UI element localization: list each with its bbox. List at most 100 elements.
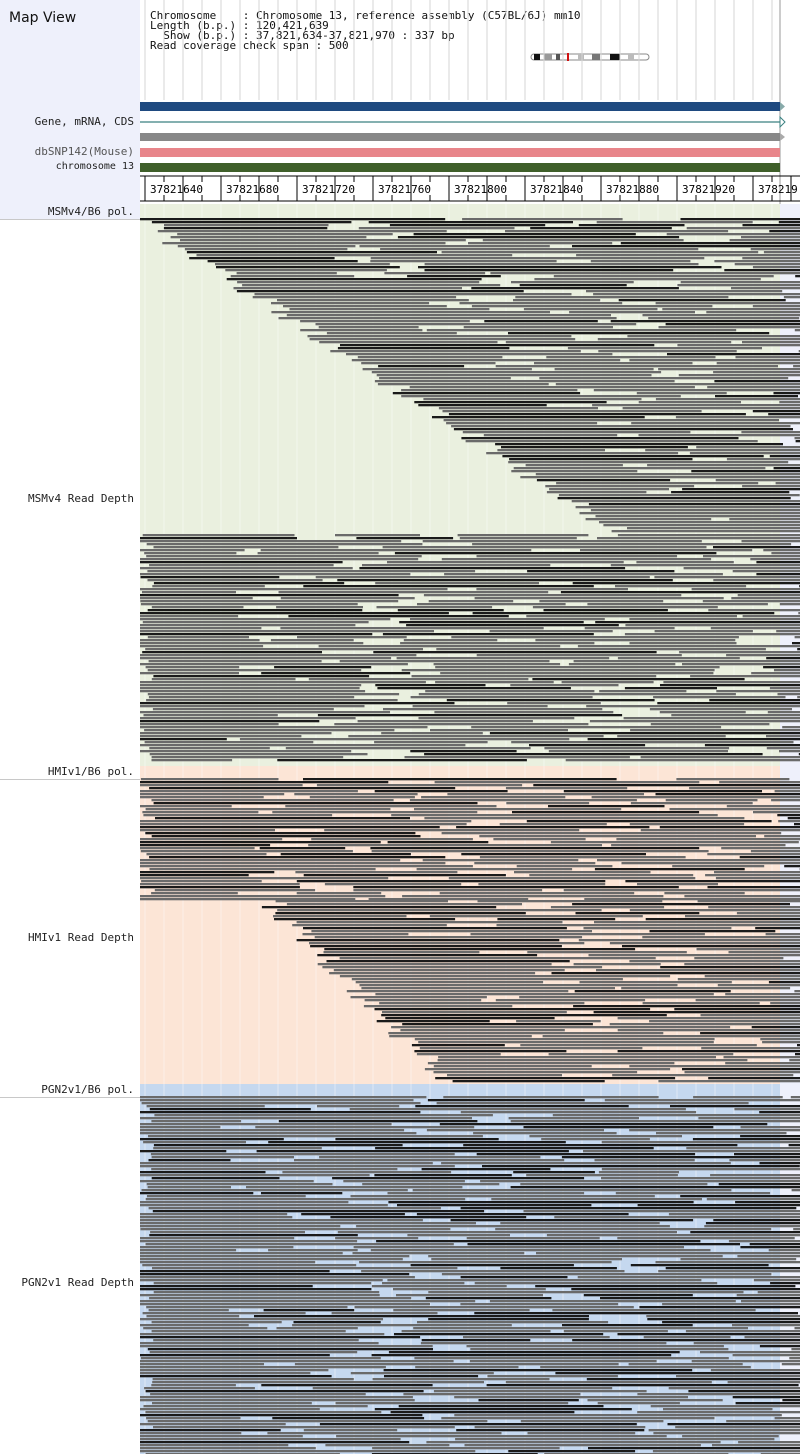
read-segment bbox=[144, 1387, 255, 1390]
chromosome-bar[interactable] bbox=[140, 163, 780, 172]
read-segment bbox=[387, 1279, 702, 1282]
read-segment bbox=[339, 957, 656, 960]
read-segment bbox=[451, 425, 791, 428]
read-segment bbox=[152, 1381, 484, 1384]
read-segment bbox=[729, 239, 800, 242]
read-segment bbox=[713, 1219, 800, 1222]
read-segment bbox=[763, 666, 800, 669]
read-segment bbox=[371, 371, 662, 374]
read-segment bbox=[703, 555, 800, 558]
read-segment bbox=[142, 1264, 357, 1267]
read-segment bbox=[594, 921, 800, 924]
read-segment bbox=[375, 993, 714, 996]
hmi-reads[interactable] bbox=[140, 778, 800, 1083]
read-segment bbox=[140, 859, 401, 862]
read-segment bbox=[140, 723, 279, 726]
read-segment bbox=[691, 1360, 800, 1363]
read-segment bbox=[587, 603, 768, 606]
read-segment bbox=[390, 1411, 575, 1414]
read-segment bbox=[143, 1141, 246, 1144]
read-segment bbox=[629, 1129, 800, 1132]
read-segment bbox=[737, 1255, 800, 1258]
read-segment bbox=[302, 933, 409, 936]
read-segment bbox=[339, 660, 550, 663]
read-segment bbox=[434, 711, 614, 714]
read-segment bbox=[140, 796, 264, 799]
read-segment bbox=[324, 948, 636, 951]
genome-browser-tracks[interactable]: 37821640 37821680 37821720 37821760 3782… bbox=[140, 0, 800, 1454]
read-segment bbox=[146, 1183, 333, 1186]
read-segment bbox=[529, 1135, 682, 1138]
read-segment bbox=[586, 1378, 800, 1381]
read-segment bbox=[423, 594, 682, 597]
read-segment bbox=[593, 293, 800, 296]
read-segment bbox=[428, 600, 514, 603]
read-segment bbox=[147, 1348, 434, 1351]
read-segment bbox=[417, 603, 566, 606]
read-segment bbox=[375, 582, 539, 585]
read-segment bbox=[704, 1225, 800, 1228]
read-segment bbox=[611, 844, 786, 847]
read-segment bbox=[140, 1360, 454, 1363]
read-segment bbox=[617, 534, 800, 537]
pgn-reads[interactable] bbox=[140, 1096, 800, 1454]
read-segment bbox=[637, 883, 718, 886]
read-segment bbox=[446, 699, 655, 702]
read-segment bbox=[728, 1240, 800, 1243]
snp-bar[interactable] bbox=[140, 148, 780, 157]
gene-bar[interactable] bbox=[140, 102, 780, 111]
read-segment bbox=[684, 963, 800, 966]
read-segment bbox=[140, 1447, 316, 1450]
read-segment bbox=[463, 326, 613, 329]
cds-bar[interactable] bbox=[140, 133, 780, 141]
read-segment bbox=[144, 741, 314, 744]
read-segment bbox=[147, 579, 323, 582]
read-segment bbox=[721, 847, 800, 850]
read-segment bbox=[402, 895, 664, 898]
read-segment bbox=[501, 446, 688, 449]
read-segment bbox=[146, 853, 267, 856]
read-segment bbox=[466, 1345, 724, 1348]
read-segment bbox=[278, 591, 549, 594]
read-segment bbox=[795, 1053, 800, 1056]
read-segment bbox=[572, 582, 800, 585]
read-segment bbox=[140, 1441, 410, 1444]
read-segment bbox=[561, 1156, 800, 1159]
read-segment bbox=[798, 612, 800, 615]
read-segment bbox=[424, 1068, 671, 1071]
read-segment bbox=[140, 1357, 381, 1360]
read-segment bbox=[604, 1099, 800, 1102]
read-segment bbox=[784, 865, 800, 868]
read-segment bbox=[678, 374, 800, 377]
read-segment bbox=[469, 1360, 657, 1363]
read-segment bbox=[317, 963, 552, 966]
read-segment bbox=[778, 820, 800, 823]
read-segment bbox=[741, 540, 800, 543]
read-segment bbox=[308, 844, 602, 847]
read-segment bbox=[477, 900, 663, 903]
read-segment bbox=[140, 826, 440, 829]
read-segment bbox=[526, 820, 772, 823]
read-segment bbox=[164, 224, 329, 227]
read-segment bbox=[516, 865, 613, 868]
read-segment bbox=[750, 850, 800, 853]
read-segment bbox=[778, 221, 800, 224]
msm-reads[interactable] bbox=[140, 218, 800, 762]
read-segment bbox=[447, 793, 644, 796]
read-segment bbox=[637, 1204, 800, 1207]
read-segment bbox=[425, 1297, 552, 1300]
read-segment bbox=[500, 1222, 660, 1225]
read-segment bbox=[719, 781, 800, 784]
read-segment bbox=[374, 1408, 632, 1411]
read-segment bbox=[486, 452, 679, 455]
read-segment bbox=[598, 350, 737, 353]
read-segment bbox=[370, 257, 705, 260]
read-segment bbox=[689, 452, 800, 455]
read-segment bbox=[511, 470, 638, 473]
read-segment bbox=[525, 464, 623, 467]
read-segment bbox=[588, 503, 800, 506]
read-segment bbox=[140, 850, 353, 853]
read-segment bbox=[392, 392, 581, 395]
read-segment bbox=[254, 1315, 589, 1318]
read-segment bbox=[624, 687, 717, 690]
